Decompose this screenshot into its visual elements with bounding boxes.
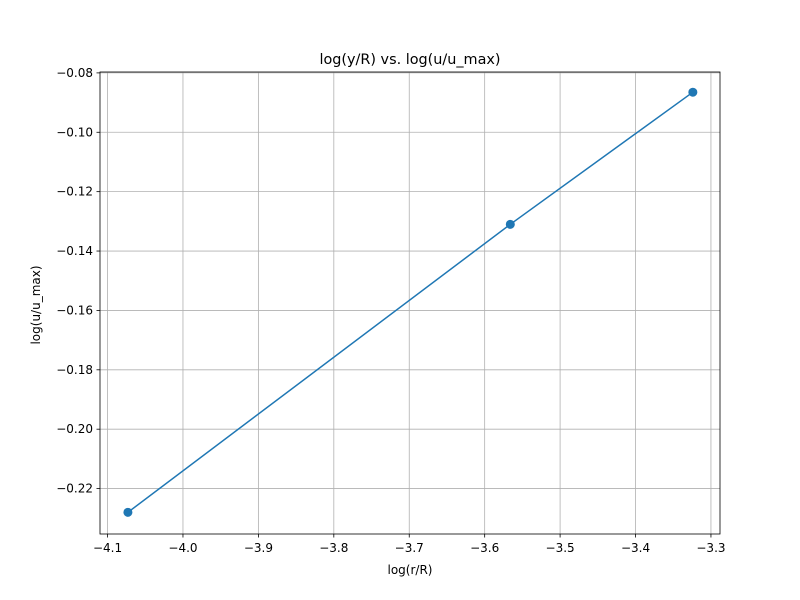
chart-title: log(y/R) vs. log(u/u_max) xyxy=(319,52,500,68)
x-tick-label: −3.4 xyxy=(621,541,650,555)
y-tick-label: −0.10 xyxy=(56,125,93,139)
x-axis-label: log(r/R) xyxy=(388,563,433,577)
axes-frame xyxy=(99,71,721,535)
x-tick-label: −4.1 xyxy=(93,541,122,555)
y-tick-label: −0.08 xyxy=(56,66,93,80)
x-tick-label: −3.3 xyxy=(696,541,725,555)
x-tick-label: −3.8 xyxy=(319,541,348,555)
x-tick-label: −3.9 xyxy=(244,541,273,555)
data-point xyxy=(505,219,515,229)
y-tick-label: −0.12 xyxy=(56,185,93,199)
y-axis: −0.22 −0.20 −0.18 −0.16 −0.14 −0.12 −0.10 −0.08 xyxy=(56,66,100,496)
y-tick-label: −0.18 xyxy=(56,363,93,377)
data-point xyxy=(688,87,698,97)
series-layer xyxy=(123,87,698,517)
x-axis: −4.1 −4.0 −3.9 −3.8 −3.7 −3.6 −3.5 −3.4 −3.3 xyxy=(93,534,726,555)
x-tick-label: −3.6 xyxy=(470,541,499,555)
y-axis-label: log(u/u_max) xyxy=(29,265,43,344)
data-point xyxy=(123,507,133,517)
grid xyxy=(100,72,720,534)
x-tick-label: −3.7 xyxy=(395,541,424,555)
x-tick-label: −3.5 xyxy=(546,541,575,555)
y-tick-label: −0.14 xyxy=(56,244,93,258)
x-tick-label: −4.0 xyxy=(168,541,197,555)
y-tick-label: −0.20 xyxy=(56,422,93,436)
y-tick-label: −0.16 xyxy=(56,303,93,317)
y-tick-label: −0.22 xyxy=(56,482,93,496)
